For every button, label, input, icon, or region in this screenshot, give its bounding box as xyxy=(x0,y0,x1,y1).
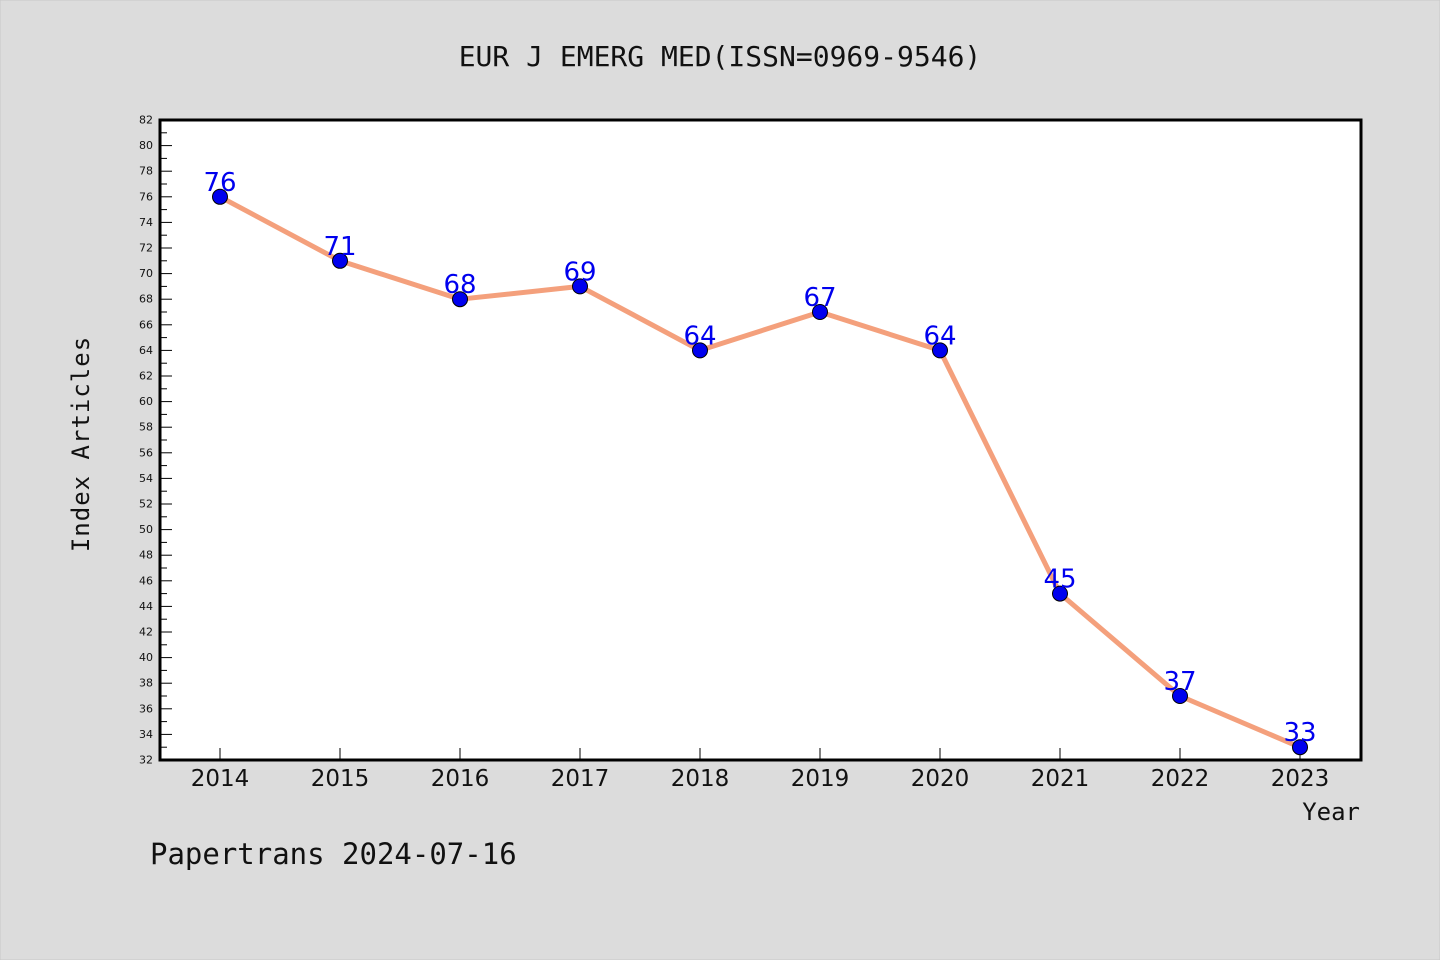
y-tick-label: 72 xyxy=(139,242,153,255)
data-point xyxy=(1172,688,1188,704)
data-label: 68 xyxy=(443,270,476,300)
y-tick-label: 36 xyxy=(139,702,153,715)
footer-text: Papertrans 2024-07-16 xyxy=(150,837,517,871)
x-tick-label: 2019 xyxy=(791,766,850,792)
data-label: 33 xyxy=(1283,718,1316,748)
x-tick-label: 2020 xyxy=(911,766,970,792)
data-point xyxy=(572,278,588,295)
data-point xyxy=(332,252,348,269)
y-tick-label: 64 xyxy=(139,344,153,357)
y-tick-label: 68 xyxy=(139,293,153,306)
y-tick-label: 74 xyxy=(139,216,153,229)
data-label: 76 xyxy=(203,168,236,198)
data-labels: 76 71 68 69 64 67 64 45 37 33 xyxy=(203,168,1316,748)
y-tick-label: 66 xyxy=(139,318,153,331)
data-point xyxy=(692,342,708,359)
x-axis: 2014 2015 2016 2017 2018 2019 2020 2021 2022 2023 xyxy=(191,748,1330,792)
x-tick-label: 2022 xyxy=(1151,766,1210,792)
plot-area xyxy=(160,120,1361,760)
y-tick-label: 56 xyxy=(139,446,153,459)
data-point xyxy=(212,188,228,205)
y-tick-label: 50 xyxy=(139,523,153,536)
y-tick-label: 82 xyxy=(139,114,153,127)
chart-title: EUR J EMERG MED(ISSN=0969-9546) xyxy=(459,40,982,73)
data-label: 69 xyxy=(563,257,596,287)
y-tick-label: 34 xyxy=(139,728,153,741)
data-markers xyxy=(212,188,1308,756)
data-label: 37 xyxy=(1163,667,1196,697)
y-tick-label: 60 xyxy=(139,395,153,408)
y-tick-label: 54 xyxy=(139,472,153,485)
data-point xyxy=(1292,739,1308,756)
y-tick-label: 78 xyxy=(139,165,153,178)
data-label: 64 xyxy=(923,321,956,351)
data-point xyxy=(452,291,468,308)
data-point xyxy=(812,304,828,320)
y-tick-label: 52 xyxy=(139,498,153,511)
x-tick-label: 2017 xyxy=(551,766,610,792)
y-tick-label: 80 xyxy=(139,139,153,152)
x-axis-label: Year xyxy=(1302,798,1360,826)
y-tick-label: 76 xyxy=(139,190,153,203)
y-tick-label: 32 xyxy=(139,754,153,767)
x-tick-label: 2018 xyxy=(671,766,730,792)
plot-frame xyxy=(158,118,1363,762)
series-line xyxy=(217,194,1303,750)
x-tick-label: 2021 xyxy=(1031,766,1090,792)
data-label: 64 xyxy=(683,321,716,351)
y-tick-label: 46 xyxy=(139,574,153,587)
y-axis-label: Index Articles xyxy=(67,336,95,552)
data-point xyxy=(932,342,948,359)
y-tick-label: 40 xyxy=(139,651,153,664)
x-tick-label: 2016 xyxy=(431,766,490,792)
x-tick-label: 2014 xyxy=(191,766,250,792)
y-tick-label: 62 xyxy=(139,370,153,383)
y-tick-label: 44 xyxy=(139,600,153,613)
data-label: 71 xyxy=(323,232,356,262)
y-axis: 32 34 36 38 40 42 44 46 48 50 52 54 56 58 60 62 64 66 68 70… xyxy=(139,114,172,767)
y-tick-label: 38 xyxy=(139,677,153,690)
data-point xyxy=(1052,585,1068,602)
y-tick-label: 58 xyxy=(139,421,153,434)
data-label: 67 xyxy=(803,283,836,313)
y-tick-label: 70 xyxy=(139,267,153,280)
y-tick-label: 42 xyxy=(139,626,153,639)
x-tick-label: 2015 xyxy=(311,766,370,792)
data-label: 45 xyxy=(1043,565,1076,595)
x-tick-label: 2023 xyxy=(1271,766,1330,792)
y-tick-label: 48 xyxy=(139,549,153,562)
